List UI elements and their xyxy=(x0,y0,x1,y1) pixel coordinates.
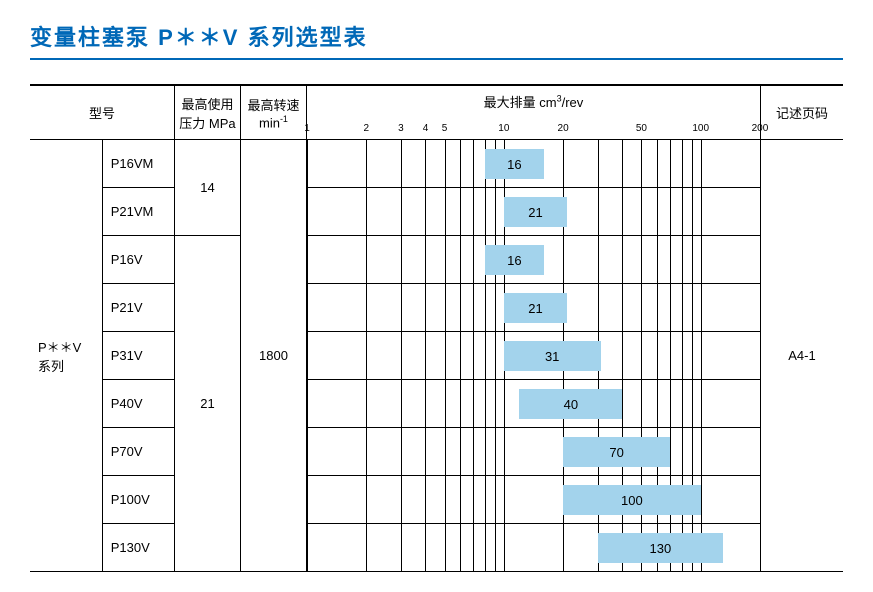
hdr-page: 记述页码 xyxy=(760,86,843,140)
model-cell: P21V xyxy=(102,284,174,332)
model-cell: P70V xyxy=(102,428,174,476)
table-row: P＊＊V 系列P16VM14180016A4-1 xyxy=(30,140,843,188)
displacement-bar: 16 xyxy=(485,149,544,179)
displacement-bar: 16 xyxy=(485,245,544,275)
chart-cell: 31 xyxy=(306,332,760,380)
hdr-pressure: 最高使用 压力 MPa xyxy=(174,86,240,140)
model-cell: P31V xyxy=(102,332,174,380)
axis-tick: 3 xyxy=(398,123,404,134)
axis-tick: 50 xyxy=(636,123,647,134)
model-cell: P40V xyxy=(102,380,174,428)
hdr-displacement: 最大排量 cm3/rev 12345102050100200 xyxy=(306,86,760,140)
axis-tick: 200 xyxy=(752,123,769,134)
chart-cell: 100 xyxy=(306,476,760,524)
chart-cell: 130 xyxy=(306,524,760,572)
chart-cell: 16 xyxy=(306,236,760,284)
selection-table: 型号 最高使用 压力 MPa 最高转速 min-1 最大排量 cm3/rev 1… xyxy=(30,84,843,572)
displacement-bar: 40 xyxy=(519,389,622,419)
table-row: P100V 100 xyxy=(30,476,843,524)
displacement-bar: 100 xyxy=(563,485,701,515)
page-title: 变量柱塞泵 P＊＊V 系列选型表 xyxy=(30,20,843,60)
speed-cell: 1800 xyxy=(240,140,306,572)
hdr-model: 型号 xyxy=(30,86,174,140)
model-cell: P130V xyxy=(102,524,174,572)
displacement-bar: 21 xyxy=(504,293,567,323)
chart-cell: 21 xyxy=(306,188,760,236)
chart-cell: 16 xyxy=(306,140,760,188)
axis-tick: 100 xyxy=(692,123,709,134)
displacement-bar: 70 xyxy=(563,437,670,467)
series-label: P＊＊V 系列 xyxy=(30,140,102,572)
axis-tick: 1 xyxy=(304,123,310,134)
model-cell: P16V xyxy=(102,236,174,284)
axis-tick: 5 xyxy=(442,123,448,134)
model-cell: P100V xyxy=(102,476,174,524)
model-cell: P16VM xyxy=(102,140,174,188)
hdr-speed: 最高转速 min-1 xyxy=(240,86,306,140)
chart-cell: 21 xyxy=(306,284,760,332)
pressure-cell: 21 xyxy=(174,236,240,572)
axis-tick: 10 xyxy=(498,123,509,134)
axis-tick: 4 xyxy=(423,123,429,134)
chart-cell: 70 xyxy=(306,428,760,476)
displacement-bar: 21 xyxy=(504,197,567,227)
page-ref-cell: A4-1 xyxy=(760,140,843,572)
displacement-bar: 31 xyxy=(504,341,601,371)
table-row: P130V 130 xyxy=(30,524,843,572)
axis-tick: 20 xyxy=(558,123,569,134)
table-row: P21VM 21 xyxy=(30,188,843,236)
table-row: P70V 70 xyxy=(30,428,843,476)
table-row: P21V 21 xyxy=(30,284,843,332)
table-row: P40V 40 xyxy=(30,380,843,428)
chart-cell: 40 xyxy=(306,380,760,428)
table-row: P16V2116 xyxy=(30,236,843,284)
pressure-cell: 14 xyxy=(174,140,240,236)
model-cell: P21VM xyxy=(102,188,174,236)
displacement-bar: 130 xyxy=(598,533,723,563)
axis-tick: 2 xyxy=(363,123,369,134)
table-row: P31V 31 xyxy=(30,332,843,380)
